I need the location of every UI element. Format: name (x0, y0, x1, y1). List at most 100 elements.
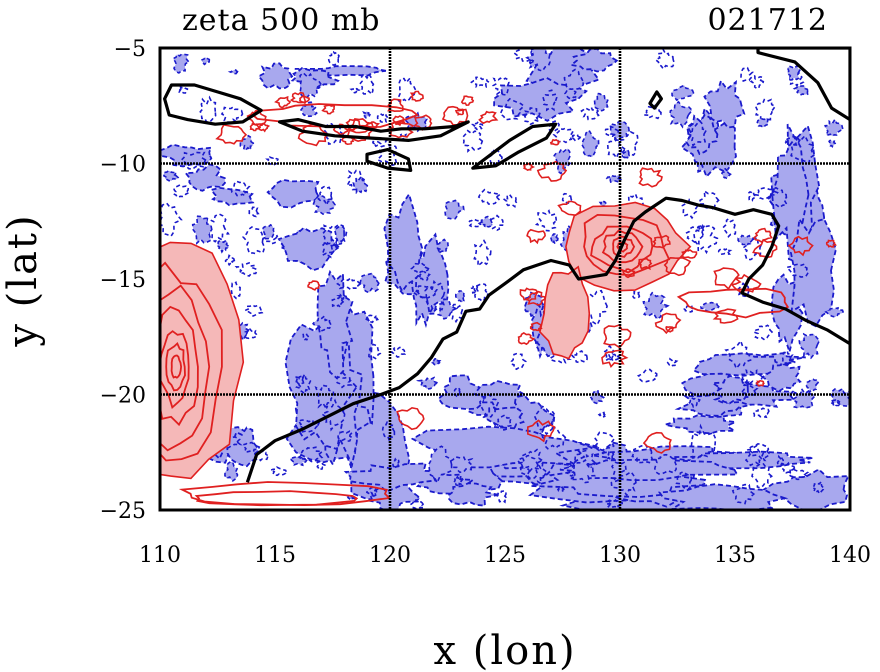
positive-vorticity-contour (652, 234, 671, 249)
negative-vorticity-contour (605, 499, 624, 509)
positive-vorticity-contour (392, 115, 406, 127)
negative-vorticity-contour (824, 117, 844, 138)
negative-vorticity-contour (798, 332, 821, 360)
negative-vorticity-contour (828, 139, 837, 149)
negative-vorticity-contour (720, 167, 732, 180)
negative-vorticity-region (559, 458, 739, 481)
negative-vorticity-contour (666, 357, 679, 368)
negative-vorticity-contour (641, 104, 662, 120)
negative-vorticity-region (789, 216, 837, 328)
positive-vorticity-contour (529, 321, 543, 332)
negative-vorticity-contour (230, 180, 251, 197)
negative-vorticity-contour (602, 345, 615, 363)
negative-vorticity-contour (690, 423, 717, 459)
negative-vorticity-contour (468, 218, 484, 228)
cyclone-east-ring (601, 229, 644, 264)
positive-vorticity-contour (654, 312, 682, 335)
negative-vorticity-contour (542, 89, 558, 112)
negative-vorticity-contour (631, 290, 641, 299)
positive-vorticity-contour (526, 419, 556, 443)
negative-vorticity-contour (171, 53, 190, 74)
negative-vorticity-contour (242, 226, 266, 255)
negative-vorticity-contour (201, 56, 211, 66)
cyclone-west-ring (170, 354, 183, 379)
negative-vorticity-contour (288, 455, 308, 467)
negative-vorticity-contour (470, 76, 491, 88)
negative-vorticity-contour (175, 85, 189, 94)
negative-vorticity-contour (563, 87, 578, 100)
negative-vorticity-contour (410, 498, 425, 510)
negative-vorticity-contour (296, 419, 321, 434)
negative-vorticity-contour (698, 189, 720, 212)
negative-vorticity-contour (642, 291, 670, 321)
negative-vorticity-contour (553, 147, 571, 175)
negative-vorticity-contour (830, 387, 850, 407)
negative-vorticity-contour (756, 116, 769, 129)
tick-labels: 110 115 120 125 130 135 140 −5 −10 −15 −20 −25 (100, 37, 871, 568)
negative-vorticity-contour (299, 101, 319, 118)
negative-vorticity-region (266, 178, 320, 209)
negative-vorticity-contour (241, 441, 261, 453)
positive-vorticity-contour (215, 124, 248, 145)
chart-title: zeta 500 mb (182, 3, 381, 38)
negative-vorticity-contour (607, 353, 622, 362)
negative-vorticity-contour (752, 187, 779, 200)
negative-vorticity-contour (372, 140, 382, 148)
negative-vorticity-contour (593, 92, 610, 112)
positive-vorticity-contour (478, 110, 499, 125)
negative-vorticity-contour (805, 378, 821, 395)
negative-vorticity-region (569, 48, 619, 73)
negative-vorticity-contour (533, 405, 557, 436)
negative-vorticity-contour (311, 314, 333, 332)
negative-vorticity-contour (722, 217, 737, 238)
negative-vorticity-contour (243, 303, 264, 318)
positive-vorticity-contour (603, 324, 632, 349)
negative-vorticity-contour (359, 272, 380, 294)
negative-vorticity-contour (261, 223, 275, 240)
negative-vorticity-region (257, 62, 294, 90)
negative-vorticity-contour (686, 119, 708, 147)
negative-vorticity-contour (787, 468, 810, 481)
negative-vorticity-contour (669, 100, 694, 129)
negative-vorticity-contour (205, 213, 230, 243)
negative-vorticity-contour (337, 430, 354, 443)
island-coastline (648, 90, 663, 110)
negative-vorticity-contour (740, 66, 755, 82)
y-tick-label: −20 (100, 384, 146, 409)
negative-vorticity-region (277, 226, 338, 272)
negative-vorticity-contour (685, 226, 705, 245)
negative-vorticity-contour (297, 446, 325, 463)
positive-vorticity-contour (307, 280, 321, 291)
positive-vorticity-contour (601, 349, 629, 368)
negative-vorticity-contour (552, 127, 574, 144)
positive-vorticity-contour (460, 95, 475, 107)
negative-vorticity-contour (365, 314, 379, 324)
negative-vorticity-contour (411, 285, 439, 300)
negative-vorticity-contour (731, 483, 756, 505)
positive-vorticity-contour (712, 308, 739, 324)
negative-vorticity-contour (606, 139, 627, 160)
negative-vorticity-contour (295, 375, 305, 388)
negative-vorticity-contour (499, 97, 526, 121)
negative-vorticity-contour (550, 233, 559, 247)
negative-vorticity-contour (162, 169, 180, 182)
x-tick-label: 140 (829, 543, 871, 568)
negative-vorticity-contour (471, 120, 484, 131)
negative-vorticity-contour (636, 368, 658, 383)
cyclone-east-ring (583, 213, 671, 277)
negative-vorticity-contour (516, 454, 539, 480)
positive-vorticity-contour (681, 249, 698, 259)
negative-vorticity-contour (754, 98, 777, 123)
negative-vorticity-contour (791, 386, 817, 409)
negative-vorticity-contour (682, 304, 695, 313)
negative-vorticity-contour (358, 72, 375, 96)
negative-vorticity-contour (572, 458, 596, 484)
negative-vorticity-contour (220, 105, 244, 124)
grid-layer (160, 48, 850, 510)
positive-vorticity-contour (289, 91, 307, 104)
negative-vorticity-contour (561, 192, 573, 204)
negative-vorticity-contour (389, 346, 406, 358)
positive-vorticity-contour (825, 239, 837, 248)
y-axis-label: y (lat) (0, 213, 46, 347)
negative-vorticity-contour (604, 125, 620, 138)
